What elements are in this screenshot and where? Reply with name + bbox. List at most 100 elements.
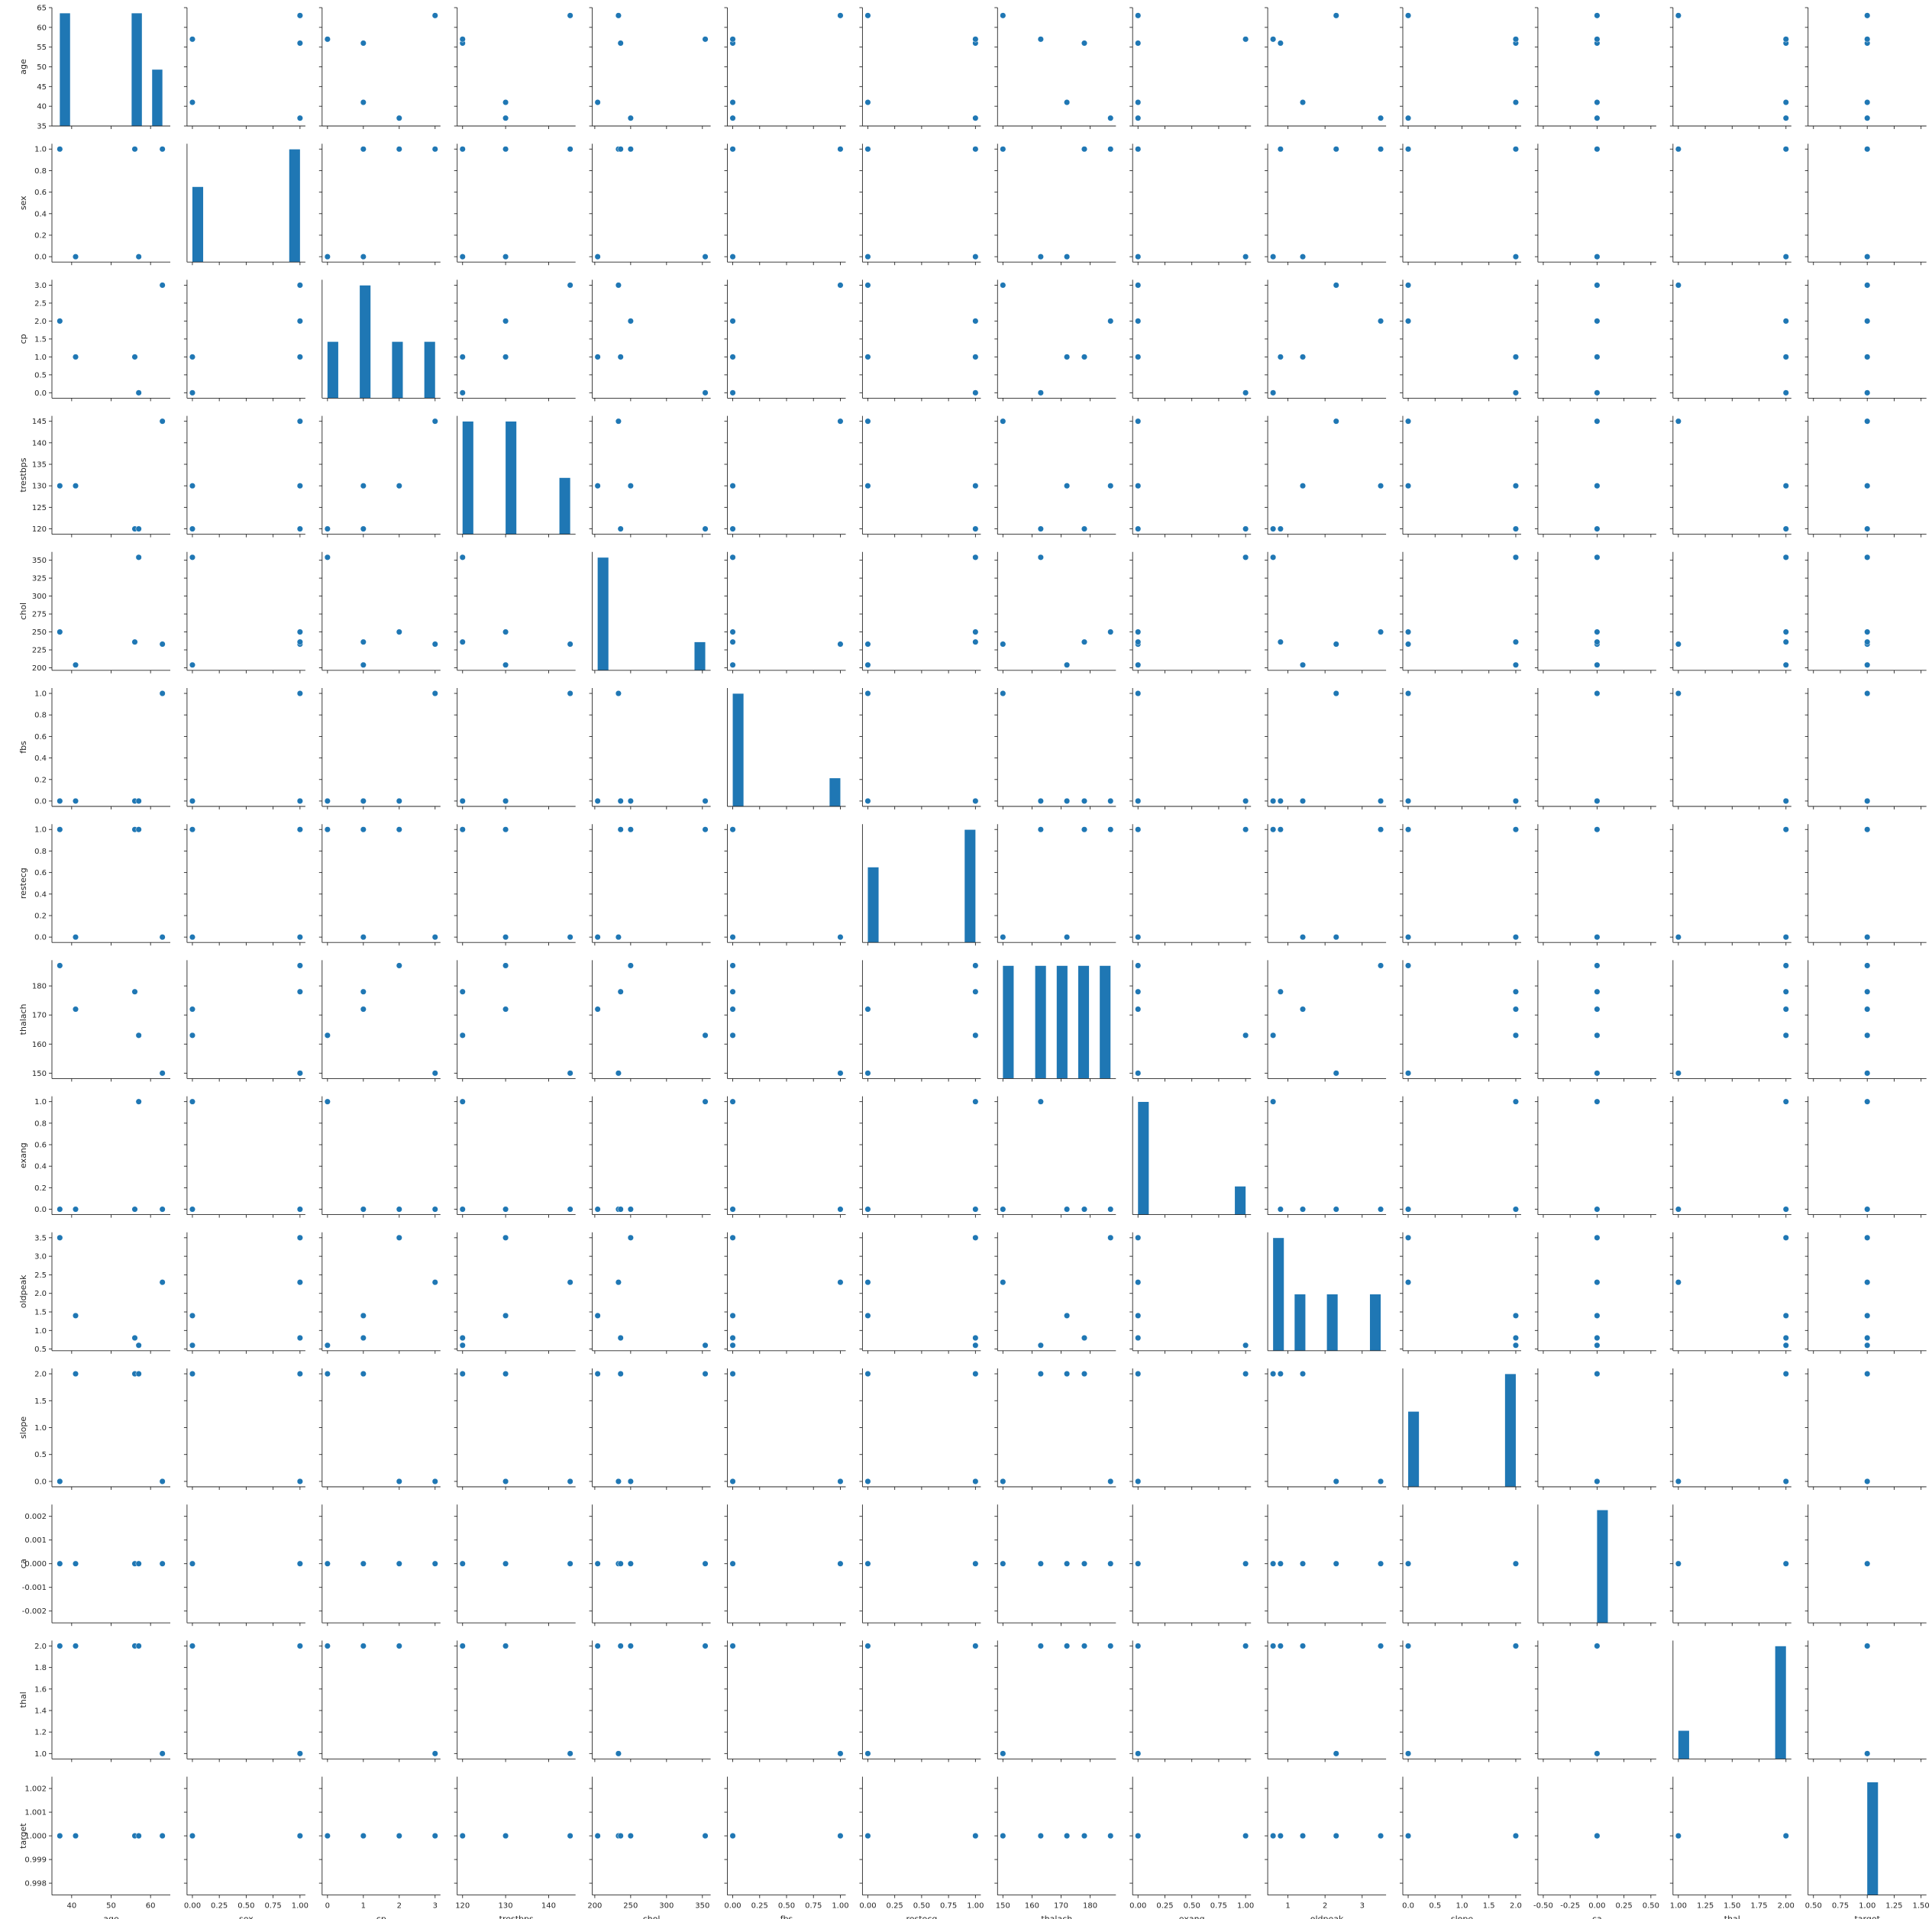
point-sex-vs-age-1 (57, 146, 63, 153)
point-oldpeak-vs-exang-4 (1242, 1342, 1249, 1349)
point-chol-vs-exang-3 (1135, 638, 1142, 645)
x-tick-label: 1.00 (832, 1902, 848, 1911)
panel-fbs-vs-ca (1534, 688, 1656, 809)
point-oldpeak-vs-thalach-4 (1037, 1342, 1044, 1349)
panel-chol-vs-thalach (994, 551, 1116, 674)
panel-trestbps-vs-cp (318, 415, 441, 538)
point-sex-vs-slope-3 (1512, 146, 1520, 153)
panel-sex-vs-thalach (994, 144, 1116, 266)
point-oldpeak-vs-age-0 (159, 1279, 166, 1286)
panel-target-vs-trestbps: 120 130 140 trestbps (454, 1776, 576, 1919)
x-tick-label: 0.5 (1429, 1902, 1441, 1911)
point-thal-vs-age-4 (135, 1643, 142, 1649)
point-slope-vs-restecg-0 (864, 1478, 871, 1485)
point-restecg-vs-age-2 (72, 934, 79, 941)
point-thal-vs-restecg-0 (864, 1750, 871, 1757)
point-thalach-vs-thal-3 (1782, 988, 1789, 995)
point-thalach-vs-exang-2 (1135, 1006, 1142, 1013)
point-oldpeak-vs-thalach-1 (1107, 1234, 1114, 1241)
x-tick-label: 200 (587, 1902, 602, 1911)
point-target-vs-fbs-4 (729, 1833, 736, 1840)
point-target-vs-thalach-0 (1000, 1833, 1006, 1840)
point-fbs-vs-ca-4 (1594, 797, 1601, 805)
point-trestbps-vs-thal-4 (1782, 525, 1789, 532)
panel-restecg-vs-trestbps (454, 824, 576, 946)
x-tick-label: 1.00 (967, 1902, 984, 1911)
point-cp-vs-trestbps-0 (567, 282, 573, 289)
point-thalach-vs-exang-0 (1135, 1070, 1142, 1077)
point-ca-vs-thalach-1 (1107, 1560, 1114, 1567)
point-slope-vs-ca-1 (1594, 1478, 1601, 1485)
point-exang-vs-age-0 (159, 1206, 166, 1213)
point-exang-vs-fbs-4 (729, 1098, 736, 1105)
point-slope-vs-sex-4 (189, 1370, 195, 1378)
point-sex-vs-exang-3 (1135, 146, 1142, 153)
point-trestbps-vs-cp-2 (360, 483, 367, 489)
point-exang-vs-cp-3 (360, 1206, 367, 1213)
panel-oldpeak-vs-fbs (724, 1232, 846, 1354)
point-cp-vs-oldpeak-4 (1270, 389, 1277, 396)
point-thal-vs-thalach-0 (1000, 1750, 1006, 1757)
point-chol-vs-cp-4 (324, 554, 331, 561)
x-tick-label: 300 (659, 1902, 674, 1911)
point-chol-vs-cp-3 (360, 638, 367, 645)
point-cp-vs-age-1 (57, 318, 63, 325)
point-oldpeak-vs-thalach-0 (1000, 1279, 1006, 1286)
point-target-vs-cp-3 (360, 1833, 367, 1840)
point-thalach-vs-target-2 (1864, 1006, 1871, 1013)
y-tick-label: 0.4 (34, 754, 47, 763)
point-cp-vs-thalach-2 (1064, 354, 1071, 360)
x-tick-label: 160 (1025, 1902, 1039, 1911)
point-cp-vs-thalach-4 (1037, 389, 1044, 396)
point-oldpeak-vs-restecg-1 (972, 1234, 979, 1241)
y-tick-label: 1.0 (34, 1098, 47, 1106)
point-thalach-vs-age-3 (131, 988, 138, 995)
point-exang-vs-cp-4 (324, 1098, 331, 1105)
point-exang-vs-chol-1 (627, 1206, 634, 1213)
hist-bar-thalach-0 (1003, 965, 1014, 1079)
hist-bar-thalach-9 (1100, 965, 1111, 1079)
point-age-vs-exang-0 (1135, 12, 1142, 19)
panel-target-vs-target: 0.50 0.75 1.00 1.25 1.50 target (1805, 1776, 1930, 1919)
x-tick-label: 0.50 (1184, 1902, 1200, 1911)
point-sex-vs-age-0 (159, 146, 166, 153)
point-target-vs-cp-0 (431, 1833, 438, 1840)
point-cp-vs-chol-0 (615, 282, 622, 289)
point-thalach-vs-cp-1 (396, 962, 402, 969)
point-oldpeak-vs-trestbps-3 (459, 1334, 466, 1342)
x-tick-label: 0.75 (1210, 1902, 1227, 1911)
point-restecg-vs-chol-4 (702, 826, 709, 833)
panel-trestbps-vs-slope (1400, 415, 1521, 538)
y-tick-label: 170 (32, 1012, 47, 1020)
point-thalach-vs-trestbps-0 (567, 1070, 573, 1077)
point-trestbps-vs-age-4 (135, 525, 142, 532)
y-tick-label: 1.4 (34, 1707, 47, 1715)
point-ca-vs-target-4 (1864, 1560, 1871, 1567)
x-tick-label: 0.50 (778, 1902, 795, 1911)
x-tick-label: 2.0 (1510, 1902, 1522, 1911)
point-thalach-vs-oldpeak-1 (1378, 962, 1384, 969)
point-thal-vs-ca-0 (1594, 1750, 1601, 1757)
point-sex-vs-age-4 (135, 254, 142, 260)
point-slope-vs-chol-3 (617, 1370, 624, 1378)
point-chol-vs-oldpeak-1 (1378, 628, 1384, 635)
x-tick-label: 1 (361, 1902, 366, 1911)
hist-bar-restecg-9 (964, 829, 976, 943)
point-sex-vs-thalach-4 (1037, 254, 1044, 260)
y-tick-label: 45 (37, 83, 47, 92)
hist-bar-restecg-0 (867, 867, 879, 943)
point-cp-vs-fbs-1 (729, 318, 736, 325)
point-thal-vs-fbs-4 (729, 1643, 736, 1649)
point-slope-vs-sex-3 (296, 1370, 303, 1378)
point-ca-vs-slope-4 (1512, 1560, 1520, 1567)
panel-trestbps-vs-age: 120 125 130 135 140 145 trestbps (18, 415, 170, 538)
point-fbs-vs-chol-3 (617, 797, 624, 805)
panel-age-vs-oldpeak (1265, 7, 1387, 129)
panel-thal-vs-thal (1672, 1640, 1791, 1762)
panel-target-vs-age: 0.998 0.999 1.000 1.001 1.002 target 40 50 60 age (18, 1776, 170, 1919)
point-thalach-vs-thal-0 (1675, 1070, 1682, 1077)
point-trestbps-vs-thal-0 (1675, 418, 1682, 425)
point-target-vs-oldpeak-1 (1378, 1833, 1384, 1840)
panel-restecg-vs-age: 0.0 0.2 0.4 0.6 0.8 1.0 restecg (18, 824, 170, 946)
panel-oldpeak-vs-exang (1129, 1232, 1252, 1354)
